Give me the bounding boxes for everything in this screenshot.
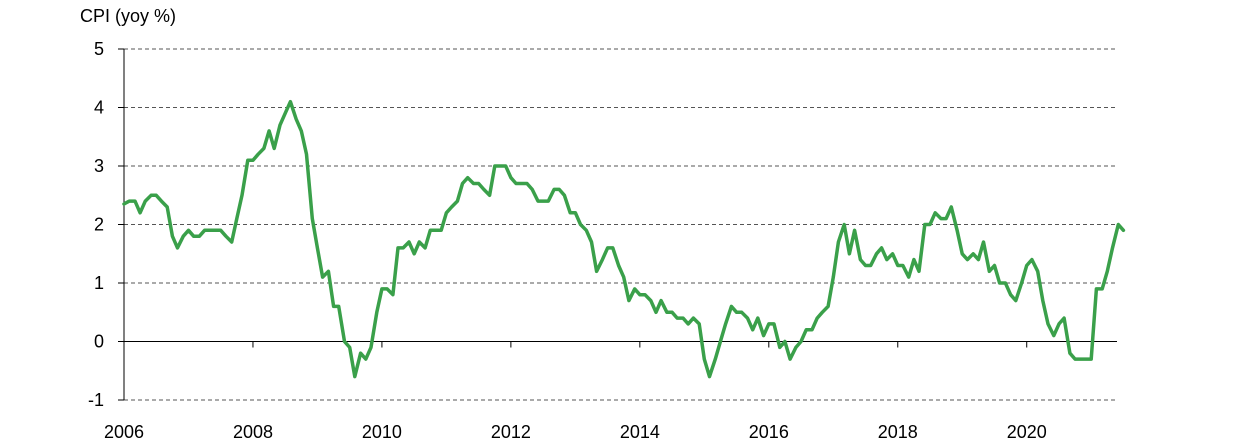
y-tick-label: 4 <box>94 98 104 118</box>
x-tick-label: 2014 <box>620 422 660 442</box>
y-axis-title: CPI (yoy %) <box>80 6 176 26</box>
y-tick-label: 5 <box>94 39 104 59</box>
x-tick-label: 2006 <box>104 422 144 442</box>
x-tick-label: 2008 <box>233 422 273 442</box>
y-tick-labels: -1 0 1 2 3 4 5 <box>88 39 104 410</box>
x-tick-label: 2018 <box>878 422 918 442</box>
x-tick-label: 2020 <box>1007 422 1047 442</box>
y-tick-label: 0 <box>94 332 104 352</box>
x-tick-label: 2010 <box>362 422 402 442</box>
series-layer <box>122 99 1126 379</box>
y-tick-label: -1 <box>88 390 104 410</box>
series-line-0 <box>122 99 1126 379</box>
x-tick-label: 2016 <box>749 422 789 442</box>
axes <box>118 48 1117 401</box>
x-tick-labels: 2006 2008 2010 2012 2014 2016 2018 2020 <box>104 422 1047 442</box>
y-tick-label: 2 <box>94 215 104 235</box>
y-tick-label: 1 <box>94 273 104 293</box>
gridlines <box>124 48 1117 401</box>
y-tick-label: 3 <box>94 156 104 176</box>
x-tick-label: 2012 <box>491 422 531 442</box>
